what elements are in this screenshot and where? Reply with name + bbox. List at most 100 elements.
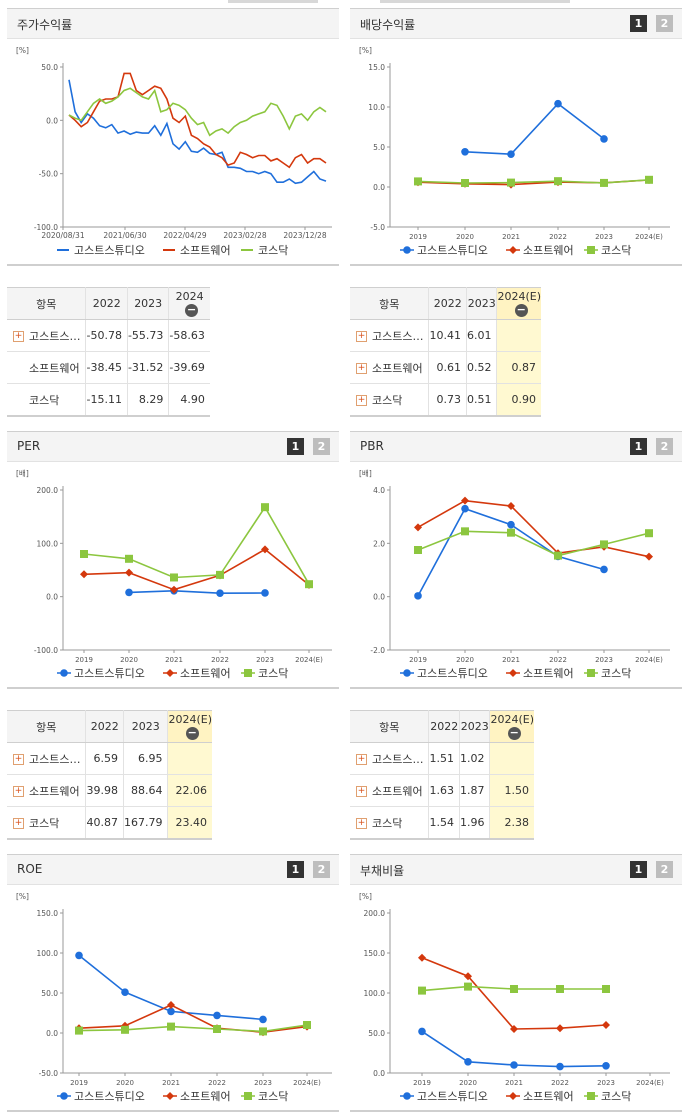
data-point-1-4[interactable] — [261, 545, 269, 554]
row-label-cell[interactable]: + 코스닥 — [350, 383, 429, 417]
row-label-cell[interactable]: + 소프트웨어 — [7, 774, 86, 807]
data-point-1-2[interactable] — [167, 1001, 175, 1009]
legend-label[interactable]: 소프트웨어 — [523, 244, 574, 257]
page-button-1[interactable]: 1 — [630, 15, 647, 32]
data-point-2-3[interactable] — [556, 985, 564, 993]
page-button-2[interactable]: 2 — [313, 438, 330, 455]
data-point-2-4[interactable] — [261, 503, 269, 512]
legend-label[interactable]: 코스닥 — [601, 1090, 631, 1103]
data-point-1-0[interactable] — [80, 570, 88, 579]
data-point-1-0[interactable] — [414, 523, 422, 532]
data-point-2-0[interactable] — [418, 986, 426, 995]
data-point-0-2[interactable] — [167, 1007, 175, 1016]
series-line-0[interactable] — [464, 102, 605, 156]
row-label-cell[interactable]: + 코스닥 — [7, 806, 86, 840]
data-point-2-1[interactable] — [461, 527, 469, 536]
collapse-icon[interactable]: − — [185, 302, 199, 317]
data-point-2-0[interactable] — [80, 550, 88, 558]
data-point-2-1[interactable] — [461, 179, 469, 187]
page-button-2[interactable]: 2 — [313, 861, 330, 878]
series-line-1[interactable] — [78, 1004, 308, 1034]
data-point-2-3[interactable] — [554, 177, 562, 186]
legend-label[interactable]: 소프트웨어 — [180, 1090, 231, 1103]
data-point-0-2[interactable] — [507, 150, 515, 158]
data-point-0-1[interactable] — [121, 988, 129, 996]
legend-label[interactable]: 코스닥 — [258, 244, 288, 257]
series-line-2[interactable] — [83, 505, 310, 585]
data-point-2-4[interactable] — [600, 540, 608, 549]
row-label-cell[interactable]: + 코스닥 — [350, 806, 429, 840]
legend-label[interactable]: 코스닥 — [601, 667, 631, 680]
data-point-2-5[interactable] — [645, 175, 653, 184]
data-point-2-5[interactable] — [305, 580, 313, 589]
data-point-1-5[interactable] — [645, 552, 653, 561]
series-line-1[interactable] — [417, 499, 650, 558]
data-point-1-4[interactable] — [602, 1021, 610, 1029]
data-point-1-2[interactable] — [170, 585, 178, 594]
data-point-2-0[interactable] — [75, 1026, 83, 1035]
data-point-0-0[interactable] — [418, 1027, 426, 1036]
page-button-2[interactable]: 2 — [656, 861, 673, 878]
legend-label[interactable]: 소프트웨어 — [180, 244, 231, 257]
data-point-0-1[interactable] — [461, 148, 469, 156]
page-button-1[interactable]: 1 — [287, 438, 304, 455]
data-point-0-3[interactable] — [554, 99, 562, 108]
data-point-2-4[interactable] — [259, 1027, 267, 1036]
expand-icon[interactable]: + — [13, 331, 24, 342]
series-line-2[interactable] — [68, 87, 327, 137]
expand-icon[interactable]: + — [13, 754, 24, 765]
series-line-2[interactable] — [78, 1024, 308, 1033]
series-line-0[interactable] — [128, 589, 266, 595]
data-point-2-4[interactable] — [600, 178, 608, 187]
data-point-0-1[interactable] — [461, 504, 469, 513]
series-line-1[interactable] — [68, 72, 327, 169]
data-point-0-3[interactable] — [216, 589, 224, 597]
collapse-icon[interactable]: − — [507, 725, 521, 740]
legend-label[interactable]: 고스트스튜디오 — [74, 667, 145, 680]
data-point-0-3[interactable] — [556, 1062, 564, 1071]
expand-icon[interactable]: + — [356, 754, 367, 765]
data-point-0-3[interactable] — [213, 1011, 221, 1020]
data-point-0-2[interactable] — [507, 520, 515, 529]
legend-label[interactable]: 소프트웨어 — [523, 1090, 574, 1103]
page-button-2[interactable]: 2 — [656, 438, 673, 455]
legend-label[interactable]: 고스트스튜디오 — [74, 244, 145, 257]
data-point-0-4[interactable] — [600, 135, 608, 143]
data-point-1-0[interactable] — [418, 953, 426, 962]
row-label-cell[interactable]: + 고스트스… — [7, 742, 86, 775]
row-label-cell[interactable]: + 고스트스… — [350, 742, 429, 775]
data-point-2-0[interactable] — [414, 177, 422, 186]
expand-icon[interactable]: + — [356, 818, 367, 829]
expand-icon[interactable]: + — [356, 786, 367, 797]
data-point-2-2[interactable] — [510, 985, 518, 993]
expand-icon[interactable]: + — [356, 331, 367, 342]
data-point-2-1[interactable] — [464, 982, 472, 991]
data-point-0-4[interactable] — [602, 1062, 610, 1070]
series-line-2[interactable] — [417, 179, 650, 184]
legend-label[interactable]: 고스트스튜디오 — [417, 244, 488, 257]
page-button-1[interactable]: 1 — [630, 861, 647, 878]
data-point-1-3[interactable] — [556, 1024, 564, 1033]
data-point-2-1[interactable] — [121, 1025, 129, 1034]
page-button-2[interactable]: 2 — [656, 15, 673, 32]
data-point-2-3[interactable] — [213, 1025, 221, 1033]
data-point-2-2[interactable] — [170, 573, 178, 582]
expand-icon[interactable]: + — [13, 818, 24, 829]
collapse-icon[interactable]: − — [185, 725, 199, 740]
expand-icon[interactable]: + — [356, 363, 367, 374]
data-point-2-2[interactable] — [167, 1022, 175, 1031]
data-point-1-1[interactable] — [125, 568, 133, 577]
data-point-2-2[interactable] — [507, 178, 515, 187]
series-line-0[interactable] — [68, 79, 327, 185]
data-point-1-2[interactable] — [507, 502, 515, 510]
data-point-0-4[interactable] — [259, 1015, 267, 1024]
data-point-2-5[interactable] — [303, 1021, 311, 1029]
data-point-2-0[interactable] — [414, 546, 422, 554]
data-point-0-1[interactable] — [125, 588, 133, 597]
series-line-2[interactable] — [417, 530, 650, 557]
legend-label[interactable]: 고스트스튜디오 — [417, 1090, 488, 1103]
row-label-cell[interactable]: + 고스트스… — [7, 319, 86, 352]
data-point-2-1[interactable] — [125, 554, 133, 563]
legend-label[interactable]: 코스닥 — [601, 244, 631, 257]
data-point-1-2[interactable] — [510, 1025, 518, 1033]
